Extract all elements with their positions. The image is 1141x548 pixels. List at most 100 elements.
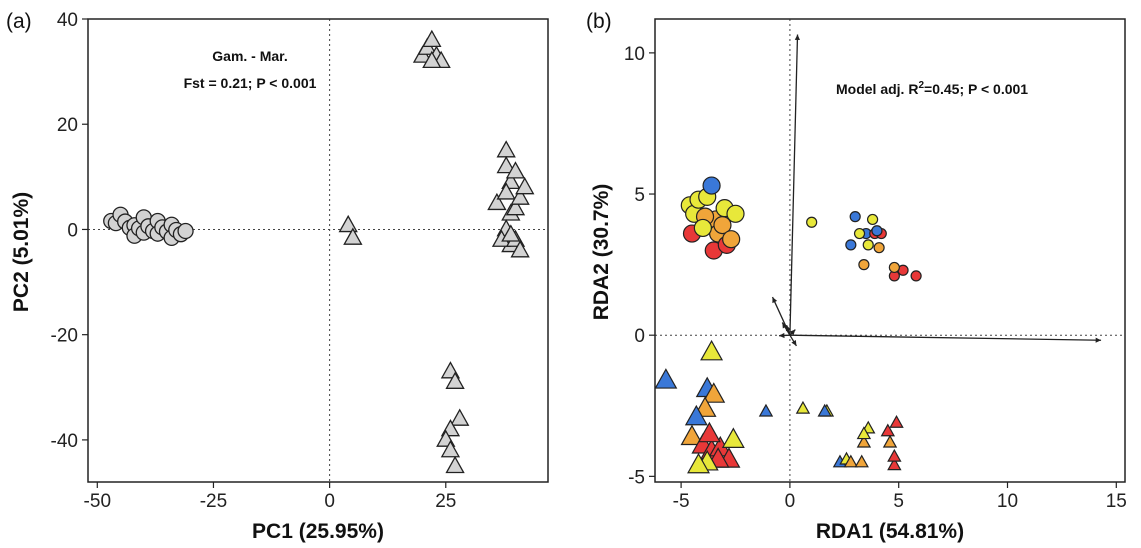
panel-b-triangle-point	[702, 382, 726, 403]
panel-b-arrowhead	[789, 329, 796, 336]
panel-b-circle-point	[693, 218, 712, 238]
panel-b-arrowhead	[794, 34, 800, 40]
panel-b-triangle-point	[684, 404, 708, 426]
panel-a: (a) -50 -25 0 25 -40 -20 0 20 40 Gam. - Mar. Fst…	[6, 10, 549, 543]
panel-b-triangle-point	[882, 434, 898, 448]
panel-a-label: (a)	[6, 10, 32, 33]
panel-b-label: (b)	[586, 10, 612, 33]
panel-a-triangle-point	[496, 182, 516, 200]
panel-b-circle-point	[871, 225, 883, 237]
panel-b-arrowhead	[782, 322, 788, 329]
panel-b-circle-point	[862, 239, 874, 251]
panel-b-x-axis-title: RDA1 (54.81%)	[816, 520, 964, 543]
panel-b-points	[654, 176, 922, 474]
panel-b-annotation: Model adj. R2=0.45; P < 0.001	[836, 80, 1028, 97]
panel-b-x-tick-label: 0	[785, 491, 796, 512]
panel-b-triangle-point	[817, 403, 832, 417]
panel-a-y-tick-label: 40	[57, 10, 78, 31]
panel-b-biplot-arrow	[789, 334, 1102, 341]
panel-a-triangle-point	[343, 227, 363, 245]
panel-b-ticks: -5 0 5 10 15 -5 0 5 10	[624, 44, 1127, 512]
panel-a-triangle-point	[440, 440, 461, 458]
panel-b-circle-point	[858, 259, 870, 271]
panel-a-points	[103, 29, 535, 474]
panel-a-ticks: -50 -25 0 25 -40 -20 0 20 40	[51, 10, 457, 512]
panel-a-y-tick-label: -20	[51, 326, 78, 347]
panel-a-triangle-point	[510, 187, 530, 205]
panel-a-x-axis-title: PC1 (25.95%)	[252, 520, 384, 543]
panel-b-annotation-text: Model adj. R	[836, 81, 918, 97]
panel-a-y-tick-label: -40	[51, 431, 78, 452]
panel-b-arrowhead	[779, 332, 785, 339]
panel-a-triangle-point	[496, 140, 516, 158]
panel-b-y-tick-label: -5	[628, 467, 645, 488]
panel-a-annotation-line2: Fst = 0.21; P < 0.001	[184, 75, 317, 91]
panel-a-x-tick-label: -50	[84, 491, 111, 512]
panel-a-triangle-point	[505, 198, 526, 216]
panel-b-triangle-point	[854, 454, 869, 468]
panel-a-triangle-point	[422, 29, 442, 47]
panel-a-frame	[87, 18, 549, 483]
panel-a-y-tick-label: 0	[67, 220, 78, 241]
panel-a-annotation-line1: Gam. - Mar.	[212, 48, 287, 64]
panel-a-circle-point	[177, 222, 194, 240]
panel-b-triangle-point	[697, 421, 721, 443]
panel-a-triangle-point	[450, 408, 470, 426]
panel-b-arrowhead	[785, 325, 791, 332]
panel-b-circle-point	[910, 270, 922, 282]
panel-b-triangle-point	[654, 368, 678, 389]
panel-b-circle-point	[845, 239, 857, 251]
panel-a-triangle-point	[487, 192, 507, 211]
panel-b-circle-point	[888, 261, 900, 274]
panel-b-triangle-point	[758, 403, 774, 417]
panel-b-y-axis-title: RDA2 (30.7%)	[590, 184, 613, 321]
panel-a-triangle-point	[445, 371, 465, 389]
panel-b-x-tick-label: 10	[997, 491, 1018, 512]
panel-b-triangle-point	[856, 434, 872, 448]
panel-b-reference-lines	[655, 19, 1125, 482]
panel-b-circle-point	[849, 211, 861, 223]
panel-b-triangle-point	[856, 426, 872, 440]
panel-b-triangle-point	[795, 400, 811, 414]
panel-b: (b) -5 0 5 10 15 -5 0 5 10 Model adj. R2=0.45; P…	[586, 10, 1127, 543]
panel-b-x-tick-label: 5	[893, 491, 904, 512]
panel-a-triangle-point	[510, 240, 530, 258]
panel-b-y-tick-label: 0	[634, 326, 645, 347]
panel-a-triangle-point	[422, 50, 442, 69]
panel-b-triangle-point	[887, 457, 902, 471]
panel-b-y-tick-label: 5	[634, 185, 645, 206]
panel-b-triangle-point	[843, 454, 859, 468]
panel-a-triangle-point	[496, 155, 516, 174]
panel-b-circle-point	[873, 242, 885, 254]
panel-b-x-tick-label: -5	[673, 491, 690, 512]
panel-b-arrowhead	[772, 297, 778, 304]
panel-b-circle-point	[702, 176, 721, 195]
panel-b-annotation-suffix: =0.45; P < 0.001	[924, 81, 1028, 97]
panel-b-arrowhead	[791, 339, 797, 346]
panel-b-biplot-arrows	[771, 34, 1102, 347]
panel-b-y-tick-label: 10	[624, 44, 645, 65]
panel-b-x-tick-label: 15	[1106, 491, 1127, 512]
panel-a-triangle-point	[501, 224, 521, 242]
panel-b-annotation-superscript: 2	[918, 80, 924, 91]
panel-b-frame	[654, 18, 1126, 483]
panel-a-x-tick-label: 25	[435, 491, 456, 512]
panel-a-triangle-point	[445, 455, 465, 474]
panel-a-triangle-point	[515, 177, 535, 195]
panel-b-triangle-point	[700, 339, 724, 361]
panel-b-triangle-point	[687, 452, 710, 474]
panel-b-triangle-point	[889, 414, 904, 428]
panel-a-triangle-point	[338, 214, 358, 233]
panel-b-circle-point	[853, 227, 866, 240]
panel-b-biplot-arrow	[789, 34, 799, 336]
panel-b-triangle-point	[680, 424, 704, 446]
panel-a-reference-lines	[88, 19, 548, 482]
panel-a-x-tick-label: 0	[324, 491, 335, 512]
panel-b-triangle-point	[880, 423, 896, 437]
panel-b-circle-point	[722, 230, 741, 249]
panel-b-triangle-point	[887, 448, 902, 462]
panel-b-triangle-point	[721, 427, 745, 448]
panel-a-x-tick-label: -25	[200, 491, 227, 512]
panel-b-circle-point	[806, 216, 818, 228]
